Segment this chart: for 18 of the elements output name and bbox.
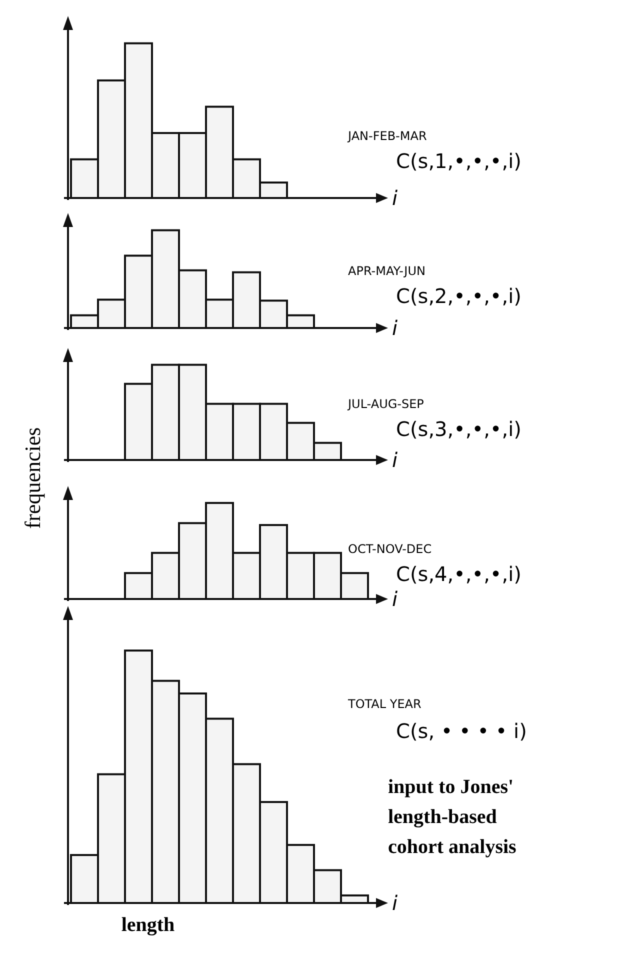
y-axis-title: frequencies [20, 427, 45, 529]
x-axis-title: i [392, 891, 398, 915]
text: JUL-AUG-SEP [347, 397, 424, 411]
text: C(s,4,•,•,•,i) [396, 562, 522, 586]
annotation: TOTAL YEAR [347, 697, 422, 711]
text: C(s,2,•,•,•,i) [396, 284, 522, 308]
x-axis-title: i [392, 186, 398, 210]
x-axis-title: i [392, 316, 398, 340]
x-axis-title: i [392, 587, 398, 611]
x-axis-title: i [392, 448, 398, 472]
text: C(s,1,•,•,•,i) [396, 149, 522, 173]
text: APR-MAY-JUN [348, 264, 426, 278]
text: C(s, • • • • i) [396, 719, 527, 743]
text: C(s,3,•,•,•,i) [396, 417, 522, 441]
text: input to Jones' length-based cohort analysis [388, 776, 517, 858]
text: JAN-FEB-MAR [347, 129, 427, 143]
text: length [121, 914, 175, 936]
annotation: OCT-NOV-DEC [348, 542, 432, 556]
